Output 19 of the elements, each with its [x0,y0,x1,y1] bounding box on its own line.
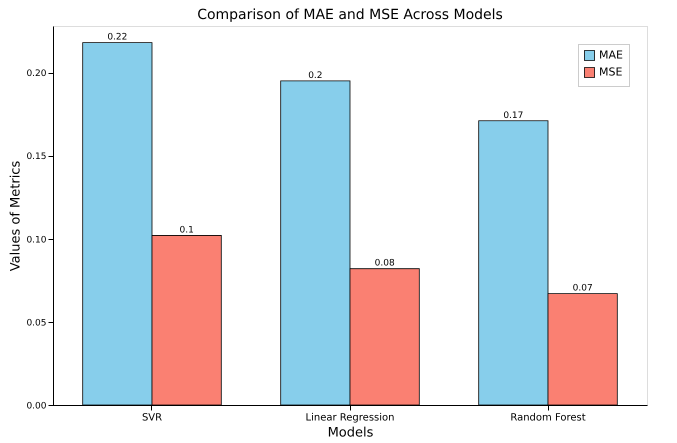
y-tick-label: 0.05 [26,318,46,328]
data-label: 0.1 [179,225,194,236]
data-label: 0.2 [308,70,323,81]
y-axis-title: Values of Metrics [8,160,24,272]
x-axis-title: Models [328,426,374,440]
data-label: 0.22 [107,32,128,43]
legend-label: MAE [599,48,624,62]
y-tick-label: 0.00 [26,402,47,412]
chart-title: Comparison of MAE and MSE Across Models [197,7,503,23]
y-tick-label: 0.15 [26,152,46,162]
data-label: 0.17 [503,110,524,121]
x-tick-label: Random Forest [510,412,586,424]
y-tick-label: 0.20 [26,69,47,80]
x-tick-label: Linear Regression [306,412,394,424]
data-label: 0.08 [374,258,395,269]
y-tick-label: 0.10 [26,235,47,246]
data-label: 0.07 [572,284,593,294]
legend-label: MSE [599,66,622,78]
x-tick-label: SVR [142,412,162,424]
